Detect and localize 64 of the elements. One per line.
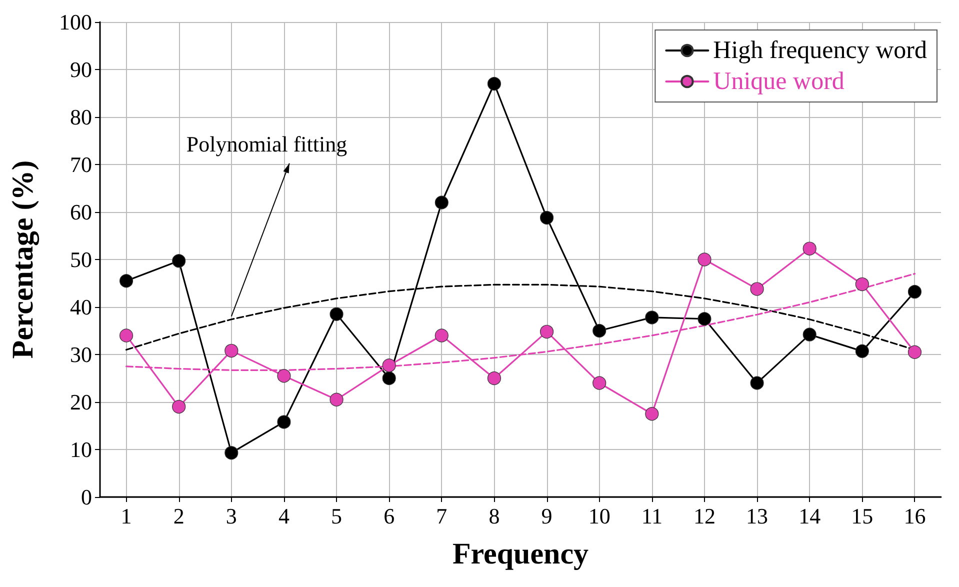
x-tick-label: 16 [904, 504, 926, 528]
x-tick-label: 14 [798, 504, 821, 528]
point [802, 328, 816, 342]
point [172, 254, 186, 268]
x-tick-label: 11 [641, 504, 662, 528]
legend-label: Unique word [713, 68, 845, 95]
x-tick-label: 15 [851, 504, 874, 528]
point [330, 307, 344, 321]
point [750, 376, 764, 390]
point [855, 277, 869, 291]
x-tick-label: 9 [541, 504, 552, 528]
y-tick-label: 50 [70, 247, 92, 272]
y-tick-label: 100 [59, 10, 92, 34]
point [434, 196, 448, 210]
y-tick-label: 70 [70, 152, 92, 177]
point [750, 282, 764, 296]
point [224, 446, 238, 460]
x-tick-label: 12 [693, 504, 716, 528]
point [382, 358, 396, 372]
y-tick-label: 0 [81, 484, 92, 510]
x-axis-title: Frequency [452, 538, 589, 570]
x-tick-label: 7 [436, 504, 448, 528]
y-tick-label: 60 [70, 200, 92, 224]
legend-label: High frequency word [713, 37, 928, 64]
x-tick-label: 5 [331, 504, 342, 528]
point [172, 400, 186, 414]
point [277, 369, 291, 383]
point [382, 371, 396, 386]
y-tick-label: 80 [70, 104, 92, 130]
y-axis-title: Percentage (%) [6, 160, 40, 359]
point [698, 252, 712, 266]
y-tick-label: 40 [70, 294, 92, 320]
point [908, 285, 922, 299]
x-tick-label: 8 [488, 504, 500, 528]
point [277, 415, 291, 429]
point [487, 371, 502, 386]
x-tick-label: 4 [278, 504, 290, 528]
point [540, 210, 554, 224]
point [434, 328, 448, 342]
x-tick-label: 13 [746, 504, 768, 528]
y-tick-label: 30 [70, 342, 92, 367]
point [119, 328, 134, 342]
point [330, 392, 344, 406]
point [645, 310, 659, 324]
point [855, 344, 869, 358]
y-tick-label: 10 [70, 437, 92, 462]
point [802, 242, 816, 256]
y-tick-label: 90 [70, 57, 92, 82]
point [540, 324, 554, 338]
annotation: Polynomial fitting [186, 131, 348, 156]
point [592, 376, 606, 390]
point [487, 76, 502, 91]
x-tick-label: 3 [226, 504, 237, 528]
point [645, 407, 659, 421]
x-tick-label: 10 [588, 504, 610, 528]
x-tick-label: 2 [173, 504, 184, 528]
x-tick-label: 6 [384, 504, 395, 528]
point [908, 345, 922, 359]
point [592, 324, 606, 338]
point [698, 312, 712, 326]
y-tick-label: 20 [70, 390, 92, 414]
point [224, 344, 238, 358]
point [119, 274, 134, 288]
x-tick-label: 1 [120, 504, 132, 528]
